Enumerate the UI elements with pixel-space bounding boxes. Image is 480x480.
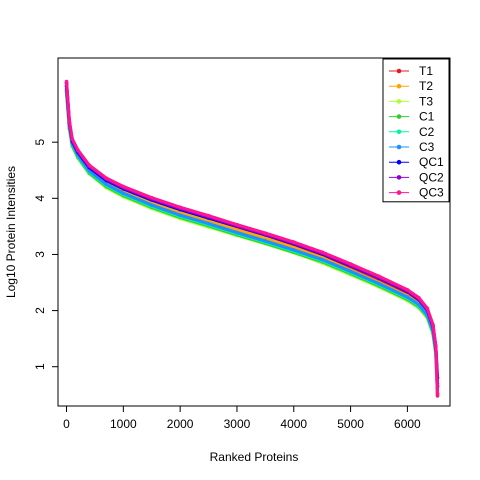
legend-swatch-point — [396, 175, 402, 180]
legend-swatch-point — [396, 129, 402, 135]
data-point — [425, 306, 430, 311]
legend-swatch-point — [396, 99, 402, 104]
y-tick-label: 5 — [33, 139, 47, 146]
series-line — [64, 87, 440, 386]
legend-label: C2 — [419, 125, 435, 139]
legend-label: T2 — [419, 79, 433, 93]
legend-label: T3 — [419, 94, 433, 108]
legend-label: QC2 — [419, 170, 444, 184]
legend-item-t3: T3 — [389, 94, 433, 108]
legend-item-c1: C1 — [389, 110, 435, 124]
x-tick-label: 5000 — [337, 417, 364, 431]
legend-item-qc1: QC1 — [389, 155, 444, 169]
data-point — [405, 295, 410, 299]
data-point — [405, 288, 410, 292]
data-point — [64, 79, 69, 84]
legend-swatch-point — [396, 68, 402, 74]
legend-swatch-point — [396, 144, 402, 150]
data-point — [70, 137, 75, 141]
x-tick-label: 1000 — [110, 417, 137, 431]
series-qc3 — [64, 79, 440, 398]
data-point — [291, 240, 296, 244]
data-point — [206, 221, 211, 226]
legend-item-c2: C2 — [389, 125, 435, 139]
x-tick-label: 3000 — [224, 417, 251, 431]
data-point — [104, 182, 109, 187]
data-point — [377, 274, 381, 279]
series-line — [64, 79, 440, 398]
y-tick-label: 4 — [33, 195, 47, 202]
data-point — [149, 203, 154, 207]
legend-swatch-point — [396, 159, 402, 165]
data-point — [235, 230, 239, 235]
legend-item-qc3: QC3 — [389, 186, 444, 200]
x-axis-title: Ranked Proteins — [210, 450, 299, 464]
legend-swatch-point — [396, 190, 402, 195]
data-point — [431, 322, 435, 327]
x-tick-label: 2000 — [167, 417, 194, 431]
series-layer — [64, 79, 440, 398]
data-point — [206, 213, 211, 218]
data-point — [320, 257, 324, 262]
legend-label: C1 — [419, 110, 435, 124]
y-tick-label: 2 — [33, 307, 47, 314]
data-point — [178, 213, 182, 217]
y-tick-label: 1 — [33, 363, 47, 370]
x-axis: 0 1000 2000 3000 4000 5000 6000 — [63, 405, 421, 431]
y-axis-title: Log10 Protein Intensities — [4, 166, 18, 298]
legend-swatch-point — [396, 83, 402, 89]
data-point — [104, 176, 109, 180]
y-tick-label: 3 — [33, 251, 47, 258]
data-point — [416, 295, 421, 300]
legend-label: QC1 — [419, 155, 444, 169]
legend-swatch-point — [396, 114, 402, 119]
data-point — [263, 239, 268, 243]
data-point — [416, 302, 421, 307]
x-tick-label: 6000 — [394, 417, 421, 431]
data-point — [235, 222, 239, 227]
data-point — [263, 231, 268, 235]
data-point — [76, 148, 80, 152]
data-point — [121, 191, 126, 196]
data-point — [121, 184, 126, 189]
data-point — [87, 163, 92, 168]
data-point — [435, 394, 440, 398]
legend-box — [382, 58, 450, 203]
legend-item-c3: C3 — [389, 140, 435, 154]
data-point — [377, 281, 381, 286]
x-tick-label: 0 — [63, 417, 70, 431]
data-point — [149, 195, 154, 200]
legend-label: QC3 — [419, 186, 444, 200]
data-point — [348, 262, 353, 266]
data-point — [291, 248, 296, 252]
legend-item-t2: T2 — [389, 79, 433, 93]
legend-label: T1 — [419, 64, 433, 78]
data-point — [320, 250, 324, 255]
data-point — [178, 205, 182, 210]
legend-item-t1: T1 — [389, 64, 433, 78]
legend-label: C3 — [419, 140, 435, 154]
y-axis: 1 2 3 4 5 — [33, 139, 59, 370]
data-point — [348, 269, 353, 274]
legend-item-qc2: QC2 — [389, 170, 444, 184]
data-point — [67, 119, 72, 123]
x-tick-label: 4000 — [280, 417, 307, 431]
data-point — [433, 344, 438, 348]
